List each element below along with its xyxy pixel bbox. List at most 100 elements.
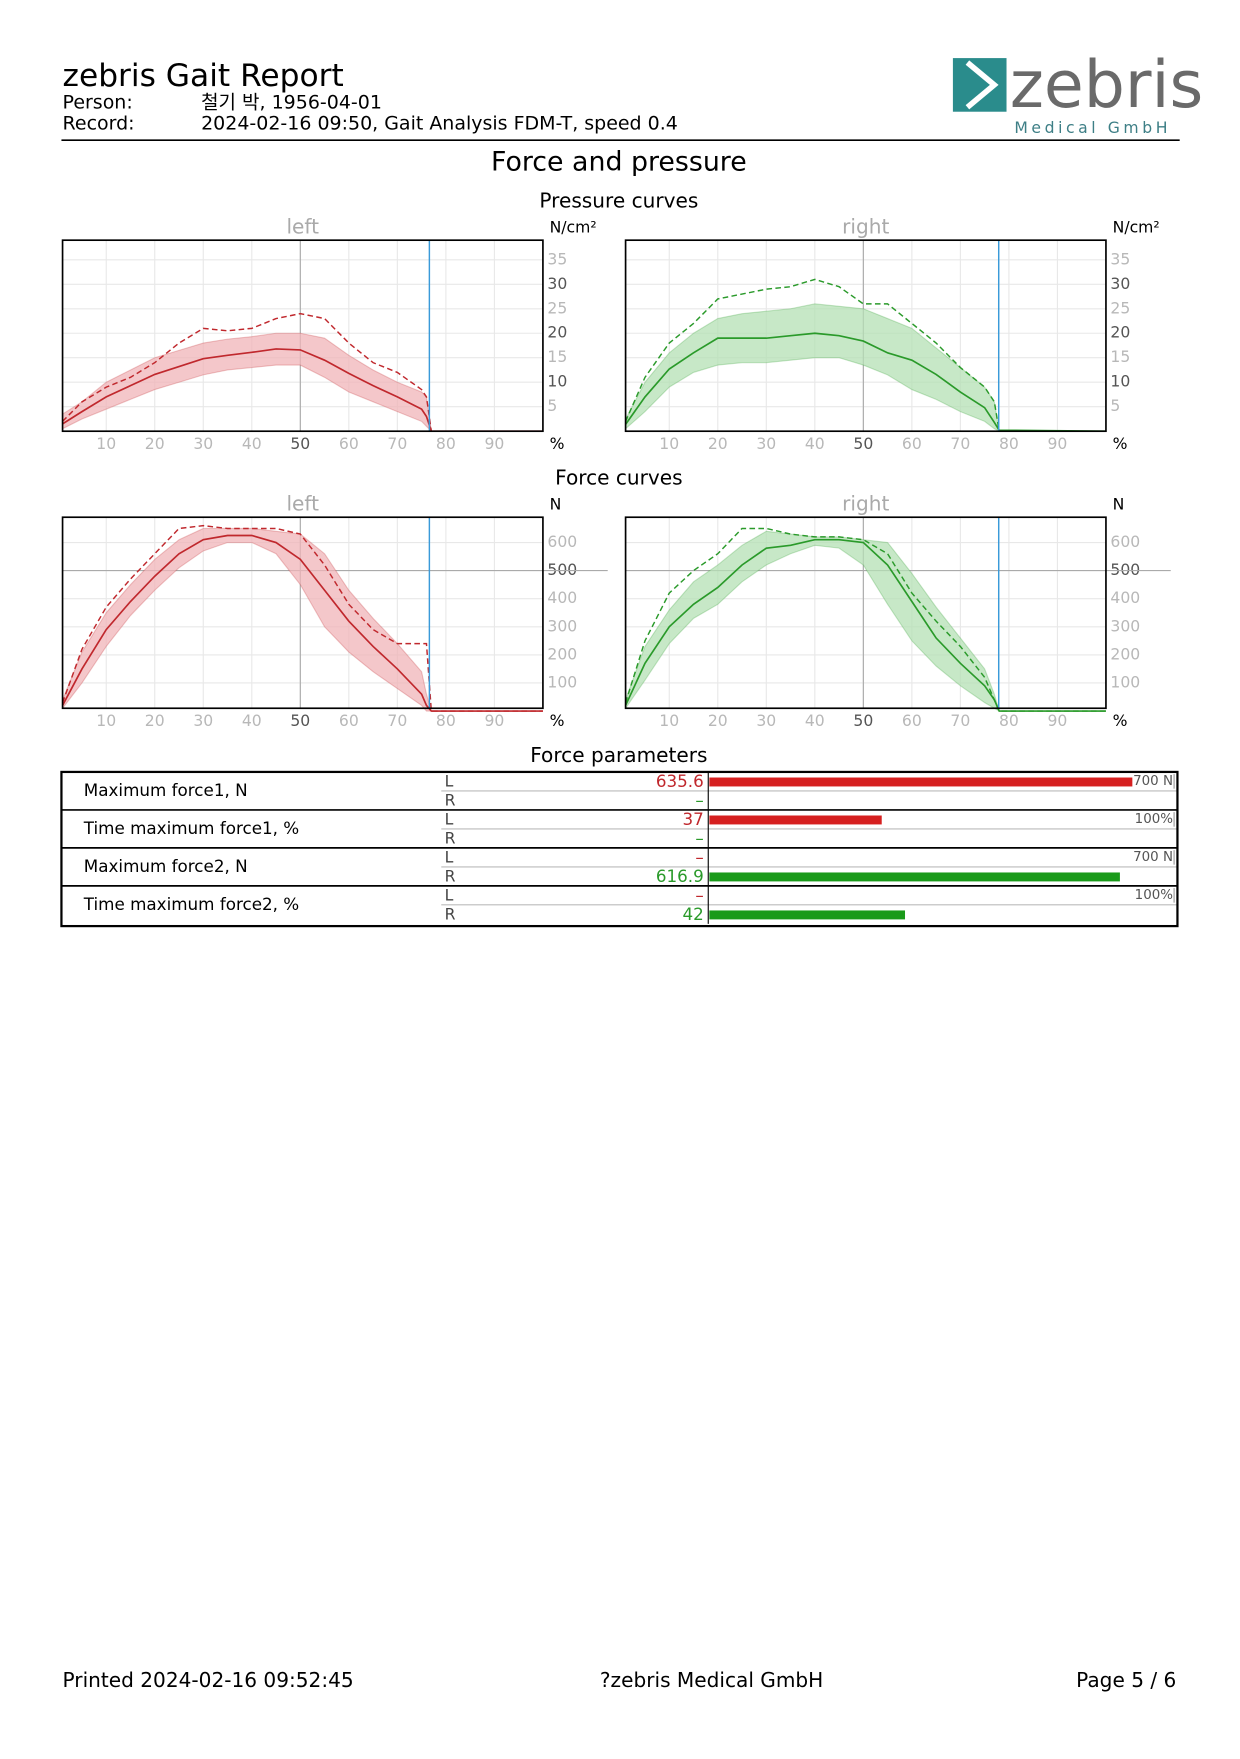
y-unit: N xyxy=(1113,494,1125,513)
value-bar xyxy=(709,872,1120,882)
x-tick-label: 60 xyxy=(902,434,922,453)
x-tick-label: 90 xyxy=(484,711,504,730)
parameter-label: Time maximum force2, % xyxy=(83,894,299,914)
logo-name: zebris xyxy=(1010,48,1203,123)
x-tick-label: 20 xyxy=(145,434,165,453)
side-label: R xyxy=(445,828,456,847)
x-tick-label: 40 xyxy=(805,434,825,453)
footer-printed: Printed 2024-02-16 09:52:45 xyxy=(63,1668,354,1692)
y-tick-label: 20 xyxy=(1110,323,1130,342)
chart-title: left xyxy=(286,214,319,238)
x-tick-label: 80 xyxy=(999,711,1019,730)
y-unit: N/cm² xyxy=(550,217,597,236)
plot-frame xyxy=(624,516,1107,710)
y-tick-label: 5 xyxy=(547,396,557,415)
parameter-label: Time maximum force1, % xyxy=(83,818,299,838)
scale-label: 100% xyxy=(1135,888,1173,903)
value-bar xyxy=(709,815,882,825)
y-tick-label: 300 xyxy=(547,616,577,635)
table-frame xyxy=(60,770,1179,928)
record: 2024-02-16 09:50, Gait Analysis FDM-T, s… xyxy=(201,113,678,135)
y-tick-label: 400 xyxy=(547,588,577,607)
x-tick-label: 10 xyxy=(96,711,116,730)
x-tick-label: 10 xyxy=(96,434,116,453)
y-tick-label: 10 xyxy=(547,372,567,391)
x-tick-label: 90 xyxy=(484,434,504,453)
parameters-title: Force parameters xyxy=(530,743,707,767)
y-unit: N/cm² xyxy=(1113,217,1160,236)
x-tick-label: 80 xyxy=(436,711,456,730)
scale-label: 100% xyxy=(1135,812,1173,827)
x-tick-label: 30 xyxy=(756,434,776,453)
person-label: Person: xyxy=(63,91,133,113)
pressure-title: Pressure curves xyxy=(539,189,698,213)
x-tick-label: 70 xyxy=(950,434,970,453)
max-line xyxy=(62,312,543,432)
x-tick-label: 60 xyxy=(902,711,922,730)
band xyxy=(62,528,543,712)
chart-title: left xyxy=(286,491,319,515)
value-label: – xyxy=(695,847,703,867)
y-tick-label: 500 xyxy=(547,560,577,579)
x-tick-label: 70 xyxy=(387,434,407,453)
plot-frame xyxy=(624,239,1107,433)
y-tick-label: 200 xyxy=(547,644,577,663)
side-label: L xyxy=(445,885,454,904)
y-tick-label: 20 xyxy=(547,323,567,342)
parameter-label: Maximum force2, N xyxy=(84,856,248,876)
value-label: 635.6 xyxy=(656,771,704,791)
scale-label: 700 N xyxy=(1133,850,1173,865)
band-edge xyxy=(625,303,1106,432)
x-tick-label: 50 xyxy=(853,434,873,453)
band-edge xyxy=(62,332,543,432)
max-line xyxy=(624,278,1106,432)
y-tick-label: 600 xyxy=(547,532,577,551)
y-tick-label: 100 xyxy=(547,672,577,691)
band xyxy=(62,333,543,432)
value-label: 616.9 xyxy=(656,866,704,886)
x-tick-label: 60 xyxy=(339,711,359,730)
force-title: Force curves xyxy=(555,466,683,490)
y-tick-label: 30 xyxy=(1110,274,1130,293)
band xyxy=(625,531,1106,712)
value-bar xyxy=(709,777,1133,787)
x-tick-label: 40 xyxy=(242,711,262,730)
x-tick-label: 50 xyxy=(290,711,310,730)
mean-line xyxy=(62,348,543,433)
x-tick-label: 60 xyxy=(339,434,359,453)
band-edge xyxy=(62,541,543,712)
y-unit: N xyxy=(550,494,562,513)
logo-chevron xyxy=(965,60,999,110)
x-unit: % xyxy=(1113,711,1128,730)
y-tick-label: 500 xyxy=(1110,560,1140,579)
x-tick-label: 20 xyxy=(708,711,728,730)
mean-line xyxy=(61,534,543,712)
footer-page: Page 5 / 6 xyxy=(1076,1668,1176,1692)
plot-frame xyxy=(61,239,544,433)
side-label: R xyxy=(445,904,456,923)
y-tick-label: 35 xyxy=(1110,249,1130,268)
y-tick-label: 100 xyxy=(1110,672,1140,691)
x-tick-label: 50 xyxy=(290,434,310,453)
plot-frame xyxy=(61,516,544,710)
y-tick-label: 400 xyxy=(1110,588,1140,607)
x-tick-label: 10 xyxy=(659,434,679,453)
x-tick-label: 70 xyxy=(387,711,407,730)
band-edge xyxy=(625,544,1106,712)
x-tick-label: 20 xyxy=(145,711,165,730)
y-tick-label: 15 xyxy=(547,347,567,366)
x-unit: % xyxy=(1113,434,1128,453)
value-bar xyxy=(709,910,906,920)
y-tick-label: 600 xyxy=(1110,532,1140,551)
value-label: 42 xyxy=(682,904,703,924)
x-tick-label: 90 xyxy=(1047,711,1067,730)
value-label: – xyxy=(695,885,703,905)
y-tick-label: 30 xyxy=(547,274,567,293)
side-label: L xyxy=(445,771,454,790)
value-label: – xyxy=(695,790,703,810)
x-tick-label: 80 xyxy=(436,434,456,453)
report-title: zebris Gait Report xyxy=(63,58,344,94)
x-tick-label: 50 xyxy=(853,711,873,730)
